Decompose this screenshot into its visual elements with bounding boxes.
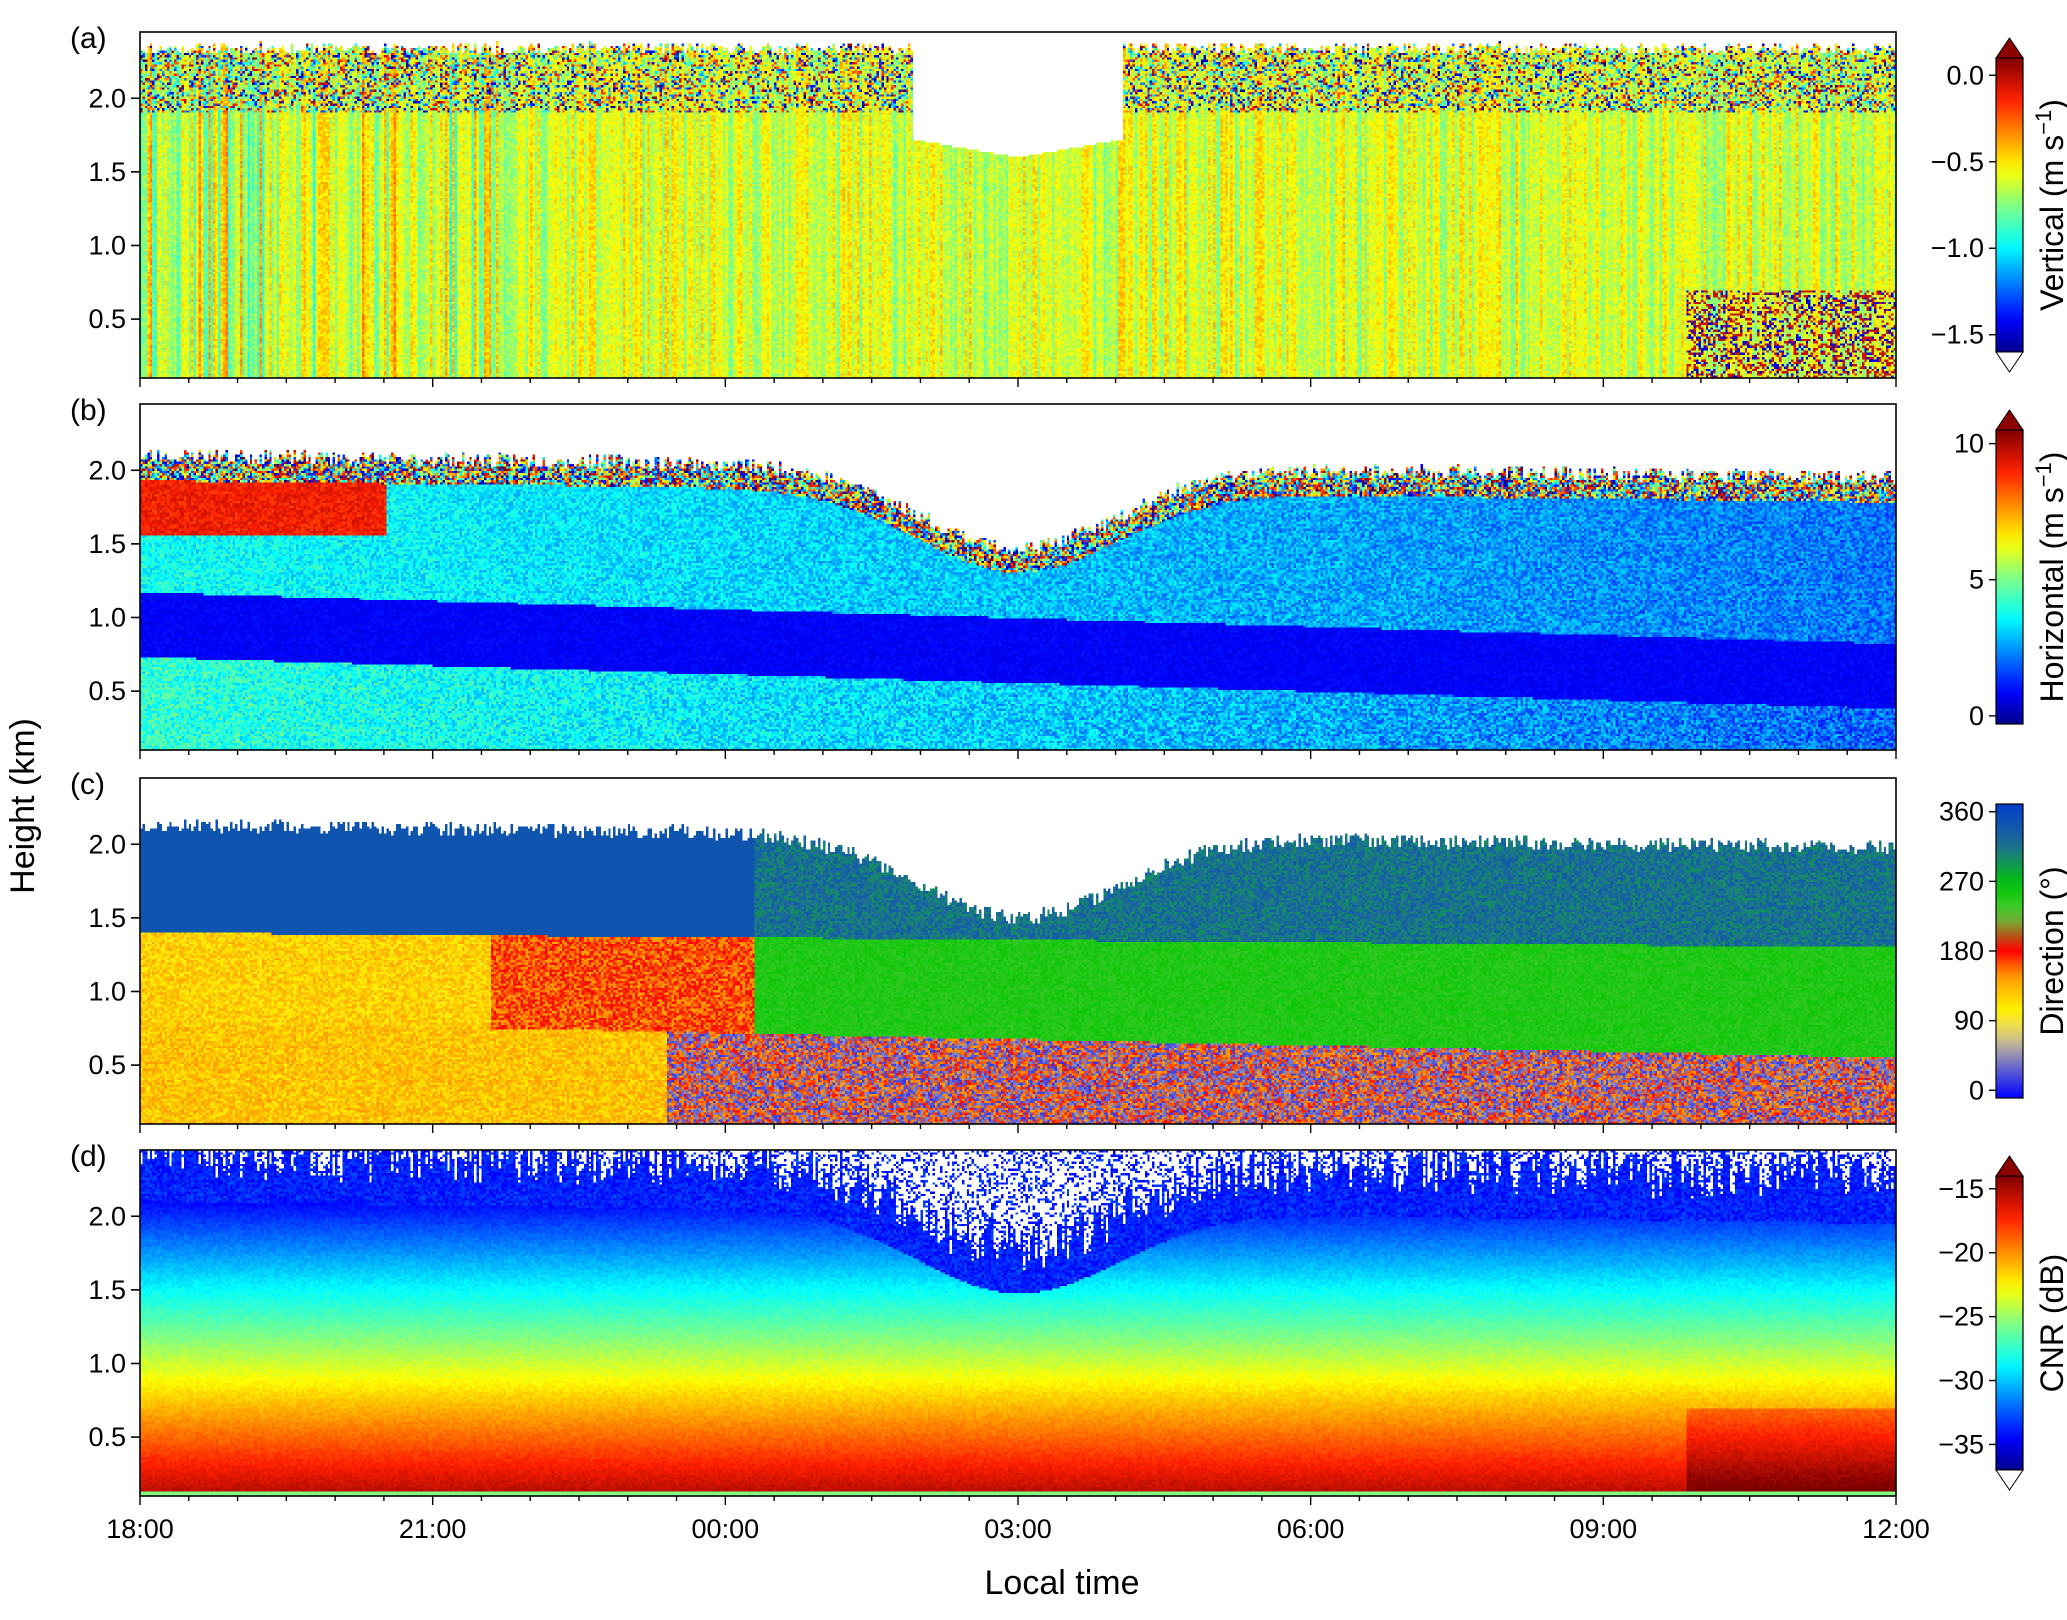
panel-b: (b) 0.5 1.0 1.5 2.0 10 5 0 Horizontal (m s−1) xyxy=(70,394,2067,759)
colorbar-tick-label: −1.0 xyxy=(1931,233,1984,263)
colorbar-tick-label: −15 xyxy=(1938,1174,1984,1204)
y-tick-label: 1.0 xyxy=(88,976,126,1006)
colorbar-extend-max xyxy=(1995,37,2024,59)
colorbar xyxy=(1995,429,2024,725)
y-tick-label: 1.0 xyxy=(88,602,126,632)
panel-label: (d) xyxy=(70,1140,107,1173)
colorbar-tick-label: 10 xyxy=(1954,429,1984,459)
y-tick-label: 2.0 xyxy=(88,455,126,485)
y-axis-title: Height (km) xyxy=(4,718,42,894)
y-tick-label: 2.0 xyxy=(88,829,126,859)
colorbar-tick-label: 0 xyxy=(1969,701,1984,731)
y-tick-label: 1.5 xyxy=(88,157,126,187)
y-tick-label: 2.0 xyxy=(88,83,126,113)
panel-d: (d) 0.5 1.0 1.5 2.0 18:00 21:00 00:00 03:00 06:00… xyxy=(70,1140,2067,1544)
colorbar-title: Vertical (m s−1) xyxy=(2031,99,2067,311)
colorbar xyxy=(1995,1175,2024,1471)
y-tick-label: 1.5 xyxy=(88,903,126,933)
x-tick-label: 21:00 xyxy=(399,1514,467,1544)
panel-label: (a) xyxy=(70,22,107,55)
colorbar-tick-label: 360 xyxy=(1939,797,1984,827)
y-tick-label: 0.5 xyxy=(88,1050,126,1080)
colorbar-extend-min xyxy=(1995,351,2024,373)
colorbar-title: CNR (dB) xyxy=(2034,1254,2067,1393)
x-tick-label: 18:00 xyxy=(106,1514,174,1544)
y-tick-label: 1.0 xyxy=(88,1348,126,1378)
x-tick-label: 03:00 xyxy=(984,1514,1052,1544)
panel-label: (b) xyxy=(70,394,107,427)
panel-label: (c) xyxy=(70,768,105,801)
x-axis-title: Local time xyxy=(985,1564,1140,1602)
panels: (a) 0.5 1.0 1.5 2.0 0.0 −0.5 −1.0 −1.5 Vertical (… xyxy=(70,22,2067,1544)
colorbar-tick-label: 0 xyxy=(1969,1075,1984,1105)
colorbar-extend-max xyxy=(1995,409,2024,431)
colorbar xyxy=(1995,57,2024,353)
colorbar xyxy=(1995,803,2024,1099)
colorbar-tick-label: −20 xyxy=(1938,1238,1984,1268)
heatmap-raster xyxy=(140,32,1896,378)
y-tick-label: 2.0 xyxy=(88,1201,126,1231)
colorbar-extend-min xyxy=(1995,1469,2024,1491)
heatmap-raster xyxy=(140,1150,1896,1496)
y-tick-label: 0.5 xyxy=(88,676,126,706)
heatmap-raster xyxy=(140,778,1896,1124)
colorbar-tick-label: 0.0 xyxy=(1946,60,1984,90)
panel-c: (c) 0.5 1.0 1.5 2.0 360 270 180 90 0 Direction (°) xyxy=(70,768,2067,1133)
y-tick-label: 1.0 xyxy=(88,230,126,260)
colorbar-title: Horizontal (m s−1) xyxy=(2031,452,2067,703)
colorbar-tick-label: −1.5 xyxy=(1931,320,1984,350)
x-tick-label: 12:00 xyxy=(1862,1514,1930,1544)
x-tick-label: 09:00 xyxy=(1570,1514,1638,1544)
colorbar-tick-label: −30 xyxy=(1938,1366,1984,1396)
colorbar-tick-label: −0.5 xyxy=(1931,147,1984,177)
colorbar-tick-label: 270 xyxy=(1939,866,1984,896)
colorbar-tick-label: −25 xyxy=(1938,1302,1984,1332)
x-tick-label: 00:00 xyxy=(692,1514,760,1544)
x-tick-label: 06:00 xyxy=(1277,1514,1345,1544)
heatmap-raster xyxy=(140,404,1896,750)
panel-a: (a) 0.5 1.0 1.5 2.0 0.0 −0.5 −1.0 −1.5 Vertical (… xyxy=(70,22,2067,387)
colorbar-tick-label: 180 xyxy=(1939,936,1984,966)
y-tick-label: 0.5 xyxy=(88,304,126,334)
y-tick-label: 0.5 xyxy=(88,1422,126,1452)
colorbar-tick-label: 5 xyxy=(1969,565,1984,595)
colorbar-extend-max xyxy=(1995,1155,2024,1177)
colorbar-title: Direction (°) xyxy=(2034,866,2067,1035)
colorbar-tick-label: 90 xyxy=(1954,1006,1984,1036)
colorbar-tick-label: −35 xyxy=(1938,1429,1984,1459)
y-tick-label: 1.5 xyxy=(88,1275,126,1305)
y-tick-label: 1.5 xyxy=(88,529,126,559)
